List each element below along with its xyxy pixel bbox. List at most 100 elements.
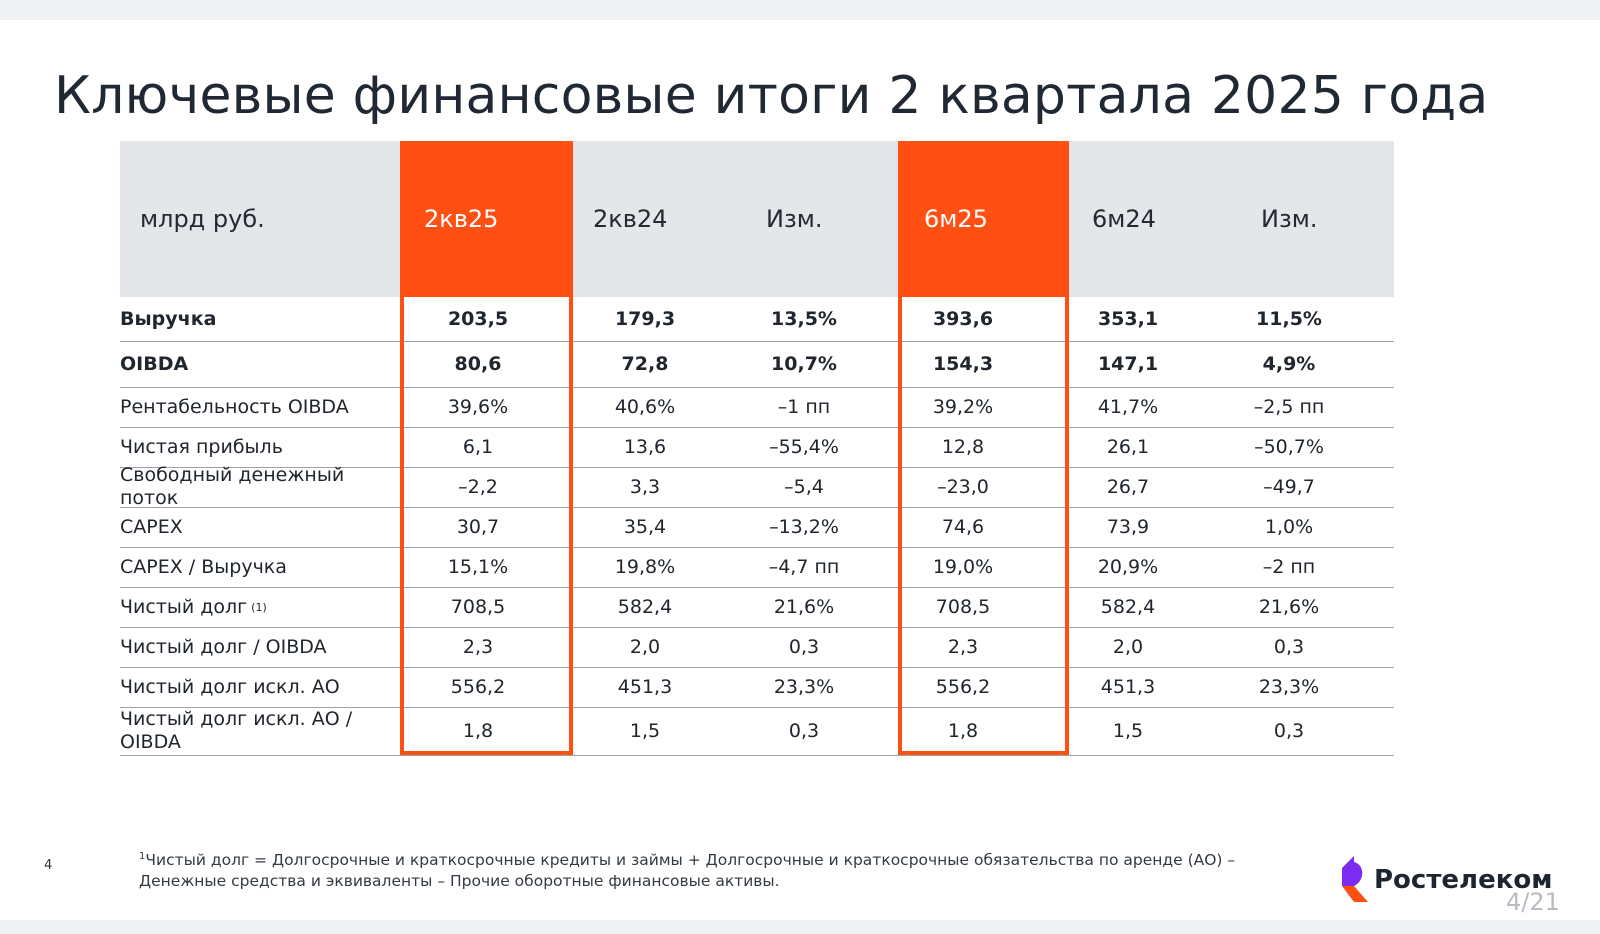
table-cell: 1,8 [947,720,979,742]
table-cell: 73,9 [1106,516,1150,538]
table-cell: 23,3% [1258,676,1320,698]
table-row: Чистая прибыль 6,1 13,6 –55,4% 12,8 26,1 –50,7… [120,427,1394,468]
row-label: CAPEX [120,507,396,547]
table-cell: 23,3% [773,676,835,698]
row-label-text: CAPEX [120,515,183,538]
table-row: Чистый долг искл. АО / OIBDA 1,8 1,5 0,3 1,8… [120,707,1394,756]
row-label-text: Выручка [120,307,217,330]
table-cell: 393,6 [932,308,994,330]
slide-title: Ключевые финансовые итоги 2 квартала 202… [54,66,1489,126]
header-change-q: Изм. [766,205,823,233]
table-cell: –4,7 пп [768,556,840,578]
table-cell: 2,0 [629,636,661,658]
table-cell: 179,3 [614,308,676,330]
rostelecom-logo-icon [1342,856,1368,902]
table-cell: 26,1 [1106,436,1150,458]
table-cell: –13,2% [769,516,839,538]
slide-counter: 4/21 [1506,888,1560,916]
footnote-marker: 1 [139,851,146,862]
table-cell: 74,6 [941,516,985,538]
table-cell: 19,0% [932,556,994,578]
table-cell: –2,5 пп [1253,396,1325,418]
header-units: млрд руб. [140,205,265,233]
table-cell: 39,6% [447,396,509,418]
table-cell: 0,3 [1273,636,1305,658]
table-cell: 203,5 [447,308,509,330]
table-cell: 39,2% [932,396,994,418]
row-label-text: Рентабельность OIBDA [120,395,349,418]
table-cell: 451,3 [617,676,673,698]
table-cell: 13,5% [771,308,837,330]
table-row: CAPEX 30,7 35,4 –13,2% 74,6 73,9 1,0% [120,507,1394,548]
row-label: Свободный денежный поток [120,464,396,509]
table-cell: 13,6 [623,436,667,458]
table-cell: –55,4% [769,436,839,458]
table-cell: –2,2 [458,476,498,498]
table-cell: –50,7% [1254,436,1324,458]
row-label-text: Чистая прибыль [120,435,283,458]
table-cell: 10,7% [771,353,837,375]
footnote-text: Чистый долг = Долгосрочные и краткосрочн… [139,851,1236,891]
row-label: OIBDA [120,341,396,387]
table-cell: 1,8 [462,720,494,742]
table-cell: 21,6% [1258,596,1320,618]
table-cell: 72,8 [621,353,669,375]
table-cell: 147,1 [1097,353,1159,375]
table-cell: 556,2 [935,676,991,698]
table-cell: 21,6% [773,596,835,618]
table-cell: 26,7 [1106,476,1150,498]
header-6m25: 6м25 [898,141,1069,297]
table-row: Чистый долг искл. АО 556,2 451,3 23,3% 556,2… [120,667,1394,708]
table-cell: 20,9% [1097,556,1159,578]
row-label-text: Чистый долг искл. АО / OIBDA [120,708,353,753]
row-label: Чистый долг искл. АО [120,667,396,707]
row-label: Чистая прибыль [120,427,396,467]
row-label-text: CAPEX / Выручка [120,555,287,578]
row-label-text: Чистый долг / OIBDA [120,635,327,658]
table-row: CAPEX / Выручка 15,1% 19,8% –4,7 пп 19,0% 20,… [120,547,1394,588]
table-cell: 6,1 [462,436,494,458]
table-cell: 0,3 [788,636,820,658]
table-cell: –2 пп [1262,556,1316,578]
table-cell: 41,7% [1097,396,1159,418]
row-label: Рентабельность OIBDA [120,387,396,427]
row-label-text: Чистый долг искл. АО [120,675,340,698]
table-cell: 0,3 [788,720,820,742]
rostelecom-logo: Ростелеком [1340,856,1552,904]
header-2q25: 2кв25 [400,141,573,297]
table-row: Выручка 203,5 179,3 13,5% 393,6 353,1 11,5% [120,297,1394,342]
table-row: Свободный денежный поток –2,2 3,3 –5,4 –23,0… [120,464,1394,509]
table-cell: 2,3 [947,636,979,658]
footnote-reference: (1) [251,600,267,614]
table-cell: 35,4 [623,516,667,538]
table-cell: 11,5% [1256,308,1322,330]
table-cell: 1,0% [1264,516,1314,538]
slide: Ключевые финансовые итоги 2 квартала 202… [0,20,1600,920]
table-cell: 4,9% [1262,353,1316,375]
table-cell: 582,4 [617,596,673,618]
table-cell: 2,0 [1112,636,1144,658]
table-row: Чистый долг (1) 708,5 582,4 21,6% 708,5 582,4 2… [120,587,1394,628]
table-cell: 2,3 [462,636,494,658]
footnote: 1Чистый долг = Долгосрочные и краткосроч… [139,846,1259,892]
row-label-text: Свободный денежный поток [120,464,345,509]
header-change-6m: Изм. [1261,205,1318,233]
table-cell: 80,6 [454,353,502,375]
table-cell: –1 пп [777,396,831,418]
table-cell: 154,3 [932,353,994,375]
row-label-text: OIBDA [120,352,189,375]
table-cell: –23,0 [937,476,989,498]
table-cell: 1,5 [629,720,661,742]
table-cell: 1,5 [1112,720,1144,742]
header-2q24: 2кв24 [593,205,668,233]
row-label-text: Чистый долг [120,595,248,618]
row-label: Выручка [120,297,396,341]
table-cell: 708,5 [450,596,506,618]
table-cell: –5,4 [784,476,824,498]
table-row: OIBDA 80,6 72,8 10,7% 154,3 147,1 4,9% [120,341,1394,388]
table-cell: 708,5 [935,596,991,618]
table-cell: 19,8% [614,556,676,578]
table-header: млрд руб. 2кв25 2кв24 Изм. 6м25 6м24 Изм… [120,141,1394,297]
table-cell: 582,4 [1100,596,1156,618]
table-cell: 556,2 [450,676,506,698]
